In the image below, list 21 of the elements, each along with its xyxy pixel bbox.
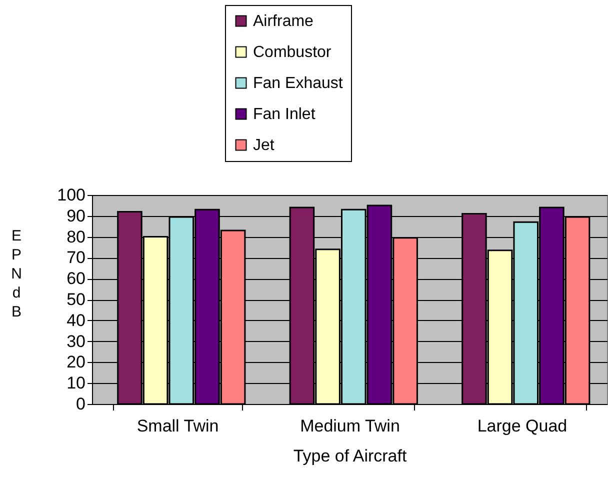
- legend-label: Airframe: [253, 13, 314, 30]
- y-tick-label: 100: [57, 186, 86, 204]
- x-axis-title: Type of Aircraft: [293, 446, 407, 466]
- y-tick-label: 50: [66, 290, 86, 309]
- legend-label: Jet: [253, 137, 275, 154]
- y-tick-label: 90: [66, 206, 86, 226]
- y-tick-label: 0: [76, 394, 86, 414]
- legend-label: Fan Exhaust: [253, 75, 344, 92]
- x-tick-label: Small Twin: [136, 416, 219, 436]
- y-tick-label: 30: [66, 332, 86, 351]
- x-tick-label: Large Quad: [477, 416, 568, 436]
- legend-label: Combustor: [253, 44, 332, 61]
- y-axis-title: EPNdB: [11, 228, 22, 320]
- y-tick-label: 70: [66, 248, 86, 268]
- y-tick-label: 40: [66, 310, 86, 330]
- x-tick-label: Medium Twin: [300, 416, 400, 436]
- y-tick-label: 60: [66, 269, 86, 288]
- y-tick-label: 80: [66, 227, 86, 246]
- y-tick-label: 10: [66, 374, 86, 393]
- legend-label: Fan Inlet: [253, 106, 316, 123]
- y-tick-label: 20: [66, 352, 86, 372]
